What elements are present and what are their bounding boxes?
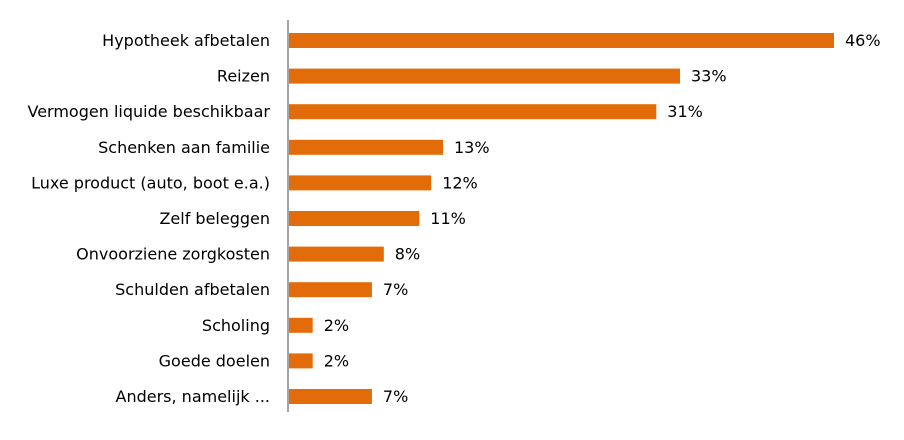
bar-7 (289, 282, 372, 298)
value-label: 12% (442, 173, 478, 192)
category-label: Scholing (202, 316, 270, 335)
bars-group (289, 33, 834, 404)
category-label: Reizen (217, 67, 270, 86)
category-label: Onvoorziene zorgkosten (76, 245, 270, 264)
value-label: 2% (324, 316, 349, 335)
category-label: Zelf beleggen (159, 209, 270, 228)
value-label: 8% (395, 245, 420, 264)
value-label: 7% (383, 280, 408, 299)
category-label: Luxe product (auto, boot e.a.) (31, 173, 270, 192)
bar-3 (289, 139, 443, 155)
value-label: 11% (430, 209, 466, 228)
bar-9 (289, 353, 313, 369)
value-label: 13% (454, 138, 490, 157)
category-label: Schulden afbetalen (115, 280, 270, 299)
value-label: 7% (383, 387, 408, 406)
category-label: Hypotheek afbetalen (102, 31, 270, 50)
category-label: Vermogen liquide beschikbaar (28, 102, 271, 121)
category-label: Goede doelen (159, 351, 270, 370)
value-label: 46% (845, 31, 881, 50)
category-label: Anders, namelijk ... (116, 387, 271, 406)
category-labels-group: Hypotheek afbetalen Reizen Vermogen liquid… (28, 31, 271, 406)
bar-5 (289, 211, 420, 226)
value-label: 33% (691, 67, 727, 86)
value-labels-group: 46% 33% 31% 13% 12% 11% 8% 7% 2% 2% 7% (324, 31, 881, 406)
bar-4 (289, 175, 432, 191)
category-label: Schenken aan familie (98, 138, 270, 157)
value-label: 2% (324, 351, 349, 370)
bar-10 (289, 389, 372, 404)
bar-1 (289, 68, 680, 84)
bar-8 (289, 317, 313, 333)
bar-0 (289, 33, 834, 48)
bar-2 (289, 104, 657, 120)
value-label: 31% (667, 102, 703, 121)
bar-6 (289, 246, 384, 262)
